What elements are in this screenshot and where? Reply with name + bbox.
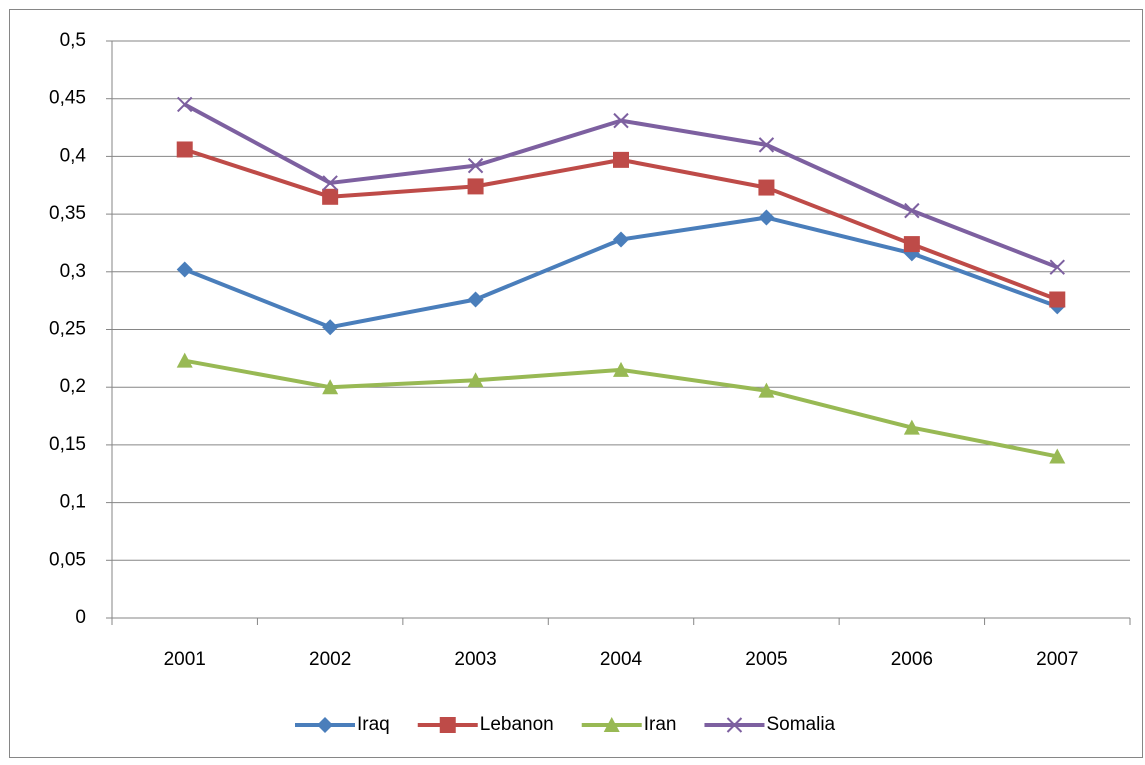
marker (176, 352, 193, 368)
legend-label: Lebanon (480, 714, 554, 735)
y-tick-label: 0,4 (60, 145, 87, 166)
marker (467, 157, 484, 174)
marker (322, 175, 338, 191)
marker (758, 179, 775, 196)
marker (322, 379, 339, 395)
x-tick-label: 2005 (745, 649, 787, 670)
y-tick-label: 0,15 (49, 434, 86, 455)
legend-marker (317, 717, 333, 733)
marker (903, 419, 920, 435)
x-tick-label: 2002 (309, 649, 351, 670)
y-tick-label: 0,05 (49, 549, 86, 570)
legend-label: Somalia (766, 714, 835, 735)
legend-marker (439, 717, 456, 733)
y-tick-label: 0,35 (49, 203, 86, 224)
legend-label: Iran (644, 714, 677, 735)
y-tick-label: 0,3 (60, 261, 86, 282)
marker (758, 209, 775, 226)
marker (1049, 259, 1065, 275)
marker (904, 202, 920, 219)
marker (613, 151, 629, 168)
y-tick-label: 0 (75, 607, 86, 628)
marker (758, 382, 775, 398)
legend-label: Iraq (357, 714, 390, 735)
chart-border (9, 9, 1143, 758)
x-tick-label: 2004 (600, 649, 643, 670)
marker (903, 236, 920, 253)
y-tick-label: 0,45 (49, 88, 86, 109)
y-tick-label: 0,25 (49, 319, 86, 340)
marker (467, 372, 484, 388)
marker (322, 319, 339, 336)
legend-marker (603, 717, 620, 732)
x-tick-label: 2007 (1036, 649, 1078, 670)
y-tick-label: 0,2 (60, 376, 86, 397)
x-tick-label: 2001 (164, 649, 206, 670)
marker (613, 361, 629, 377)
marker (176, 261, 193, 278)
legend: Iraq Lebanon Iran Somalia (295, 714, 836, 735)
marker (467, 291, 484, 308)
y-tick-label: 0,5 (60, 30, 86, 51)
marker (1049, 448, 1066, 464)
y-tick-label: 0,1 (60, 492, 86, 513)
marker (613, 231, 629, 248)
marker (1049, 291, 1066, 308)
marker (322, 188, 339, 205)
legend-marker (726, 717, 743, 733)
marker (177, 96, 193, 113)
marker (467, 178, 484, 195)
marker (176, 141, 193, 158)
x-tick-label: 2003 (454, 649, 496, 670)
marker (758, 137, 775, 153)
x-tick-label: 2006 (891, 649, 933, 670)
marker (613, 112, 629, 129)
